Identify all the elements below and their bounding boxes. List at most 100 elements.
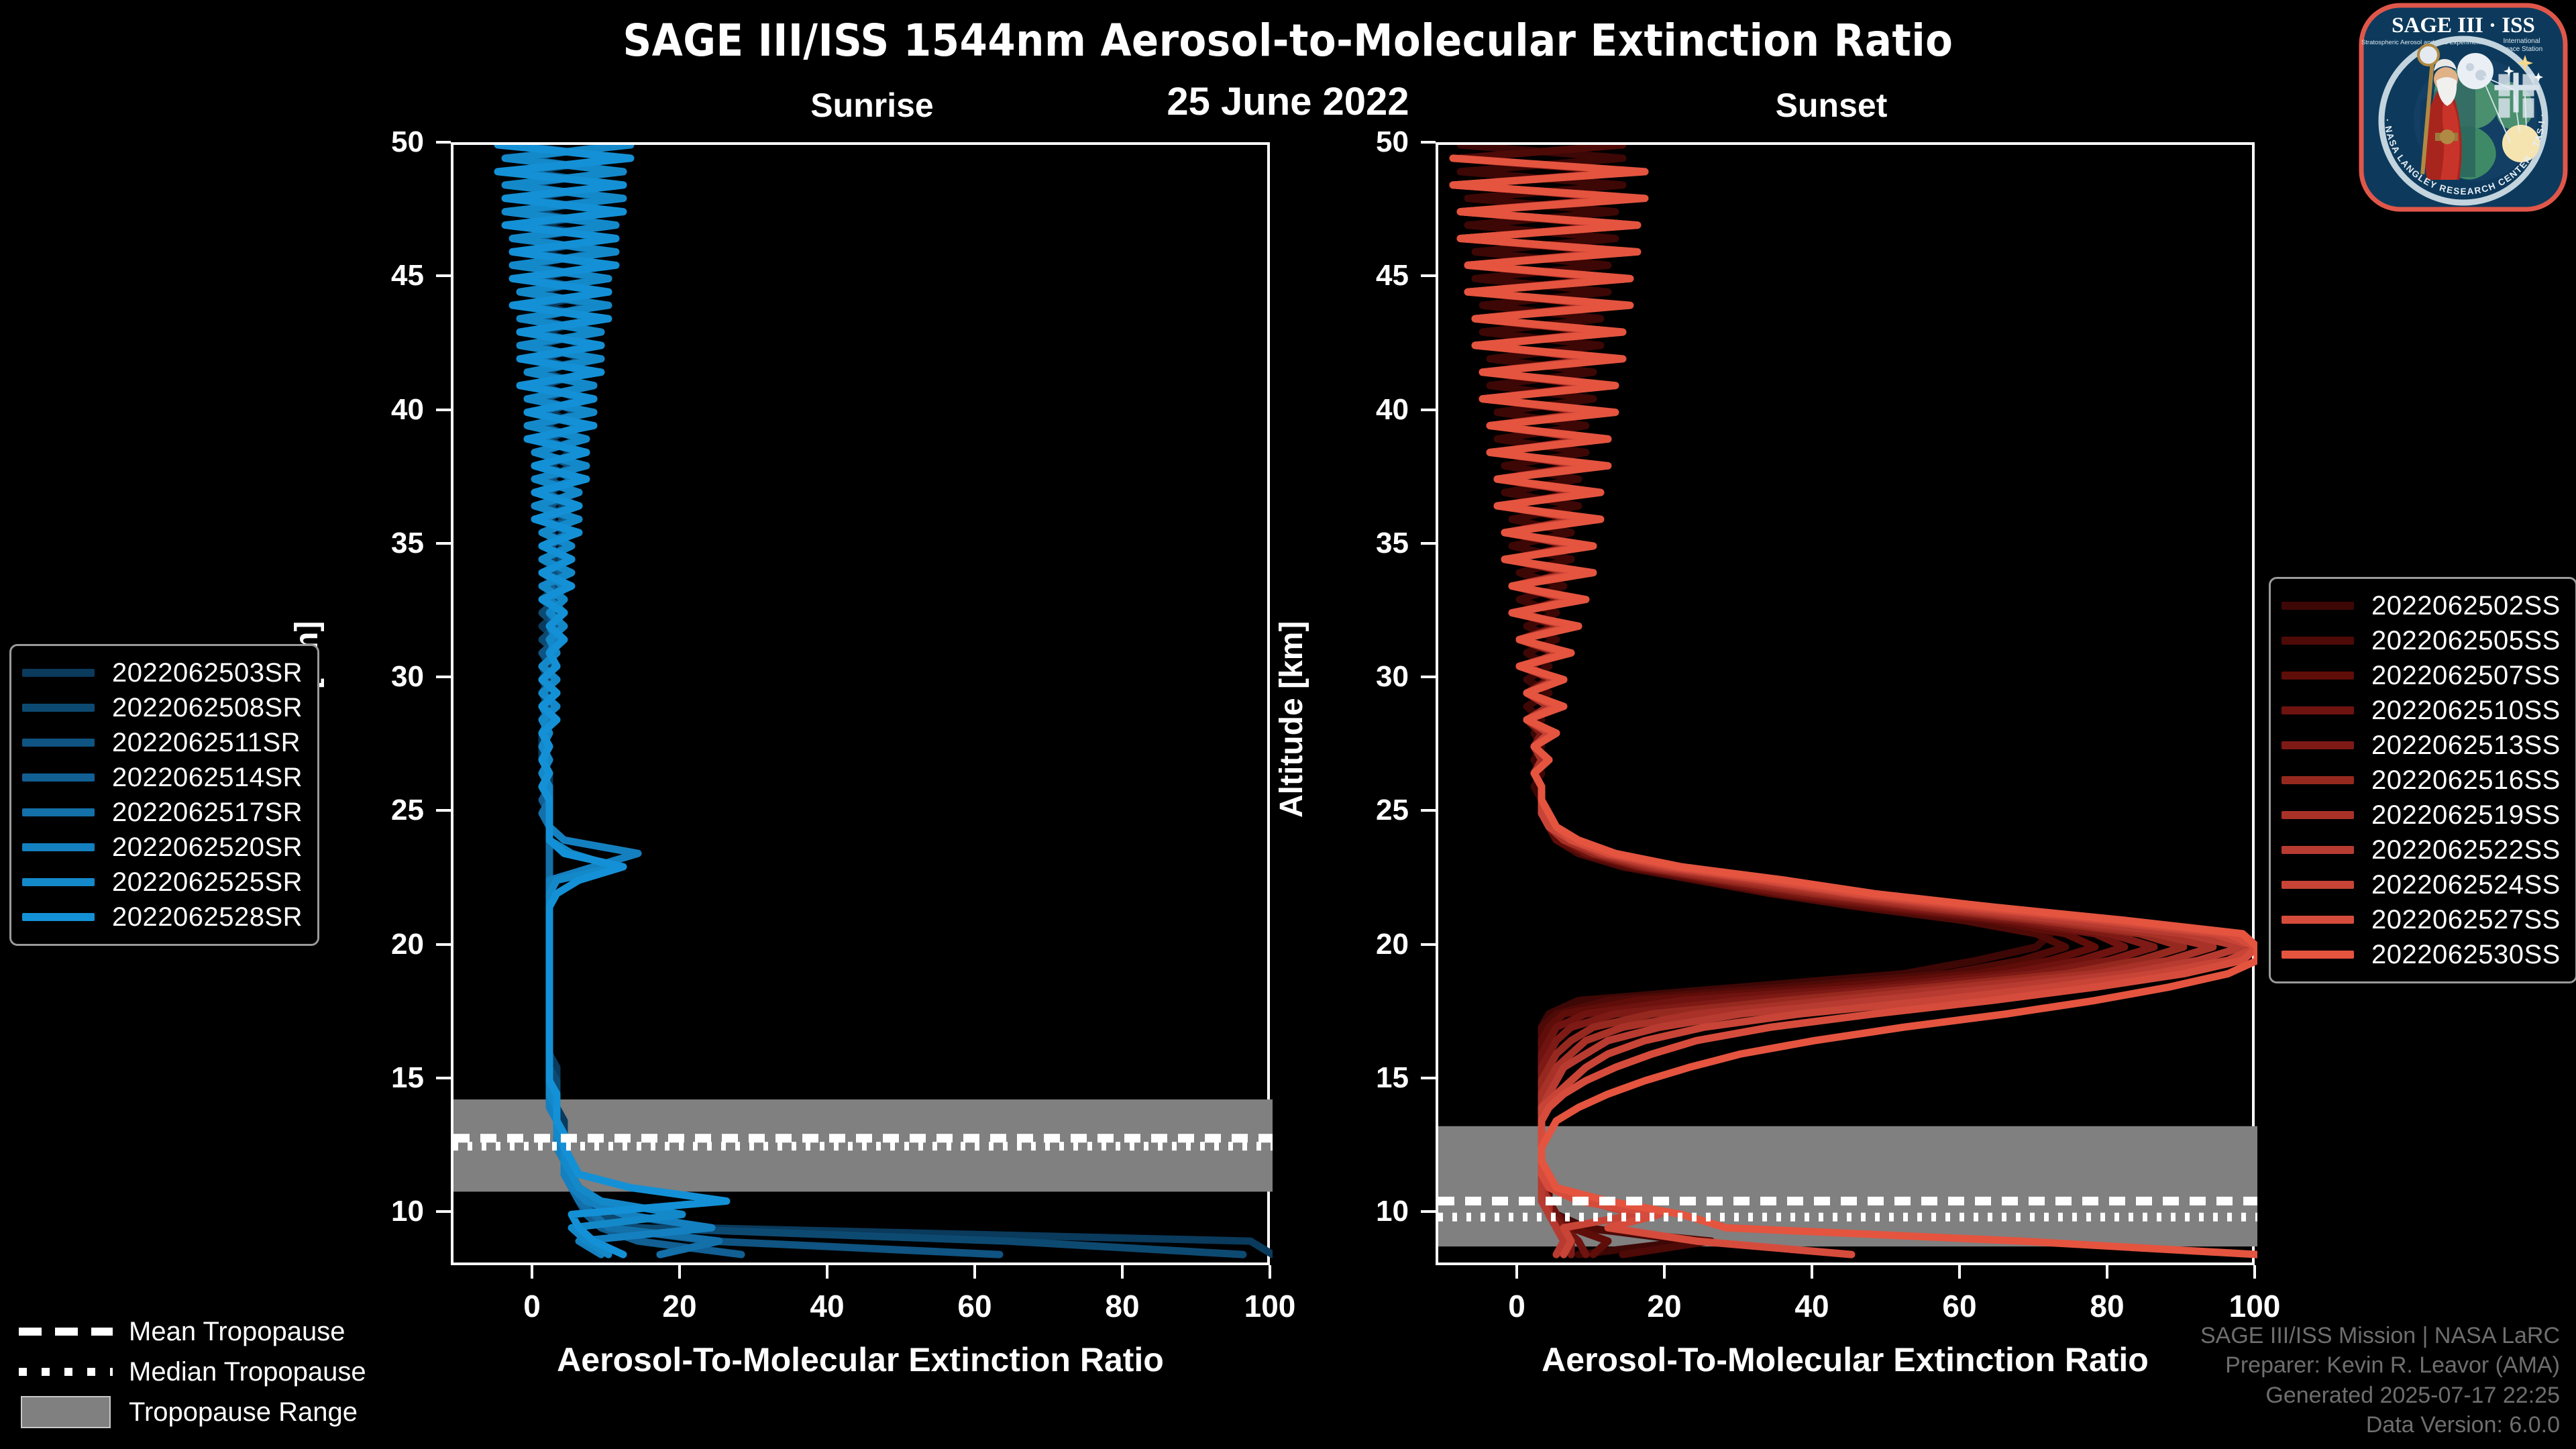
y-tick-label-10: 10 bbox=[1376, 1195, 1409, 1228]
legend-item-2022062525SR[interactable]: 2022062525SR bbox=[22, 865, 303, 900]
x-tick-mark bbox=[826, 1265, 828, 1279]
series-legend-sunset[interactable]: 2022062502SS 2022062505SS 2022062507SS 2022… bbox=[2269, 577, 2576, 983]
x-tick-label-100: 100 bbox=[2229, 1289, 2281, 1324]
y-tick-label-30: 30 bbox=[1376, 660, 1409, 694]
tropopause-range-swatch-icon bbox=[19, 1396, 113, 1428]
legend-item-label: 2022062525SR bbox=[112, 867, 303, 897]
legend-color-swatch-icon bbox=[2282, 637, 2354, 645]
legend-item-2022062524SS[interactable]: 2022062524SS bbox=[2282, 867, 2561, 902]
y-tick-label-15: 15 bbox=[391, 1061, 424, 1094]
legend-color-swatch-icon bbox=[2282, 951, 2354, 959]
y-tick-mark bbox=[1421, 809, 1436, 812]
legend-item-label: 2022062505SS bbox=[2371, 625, 2561, 655]
legend-color-swatch-icon bbox=[22, 704, 95, 712]
legend-item-label: 2022062517SR bbox=[112, 797, 303, 827]
y-tick-label-50: 50 bbox=[1376, 125, 1409, 158]
sunset-panel-title: Sunset bbox=[1775, 87, 1888, 124]
x-tick-label-0: 0 bbox=[1508, 1289, 1525, 1324]
x-tick-mark bbox=[1811, 1265, 1813, 1279]
legend-item-2022062510SS[interactable]: 2022062510SS bbox=[2282, 693, 2561, 728]
y-tick-mark bbox=[1421, 1077, 1436, 1079]
y-tick-label-25: 25 bbox=[1376, 794, 1409, 827]
legend-color-swatch-icon bbox=[2282, 672, 2354, 680]
plot-area-sunrise bbox=[451, 142, 1273, 1265]
legend-item-2022062508SR[interactable]: 2022062508SR bbox=[22, 690, 303, 725]
x-tick-label-0: 0 bbox=[523, 1289, 541, 1324]
legend-item-2022062522SS[interactable]: 2022062522SS bbox=[2282, 833, 2561, 867]
y-tick-mark bbox=[436, 809, 451, 812]
legend-item-2022062503SR[interactable]: 2022062503SR bbox=[22, 655, 303, 690]
legend-item-label: 2022062516SS bbox=[2371, 765, 2561, 795]
x-tick-mark bbox=[1663, 1265, 1666, 1279]
x-tick-mark bbox=[1958, 1265, 1961, 1279]
series-legend-sunrise[interactable]: 2022062503SR 2022062508SR 2022062511SR 2022… bbox=[9, 644, 320, 946]
x-tick-label-20: 20 bbox=[662, 1289, 697, 1324]
x-tick-label-60: 60 bbox=[957, 1289, 992, 1324]
legend-color-swatch-icon bbox=[22, 843, 95, 851]
x-tick-label-20: 20 bbox=[1647, 1289, 1682, 1324]
legend-item-label: 2022062530SS bbox=[2371, 939, 2561, 969]
legend-item-2022062513SS[interactable]: 2022062513SS bbox=[2282, 728, 2561, 763]
profile-line-2022062528SR bbox=[494, 145, 731, 1258]
legend-color-swatch-icon bbox=[22, 878, 95, 886]
x-tick-label-80: 80 bbox=[2090, 1289, 2125, 1324]
legend-item-2022062520SR[interactable]: 2022062520SR bbox=[22, 830, 303, 865]
x-tick-mark bbox=[678, 1265, 681, 1279]
legend-item-2022062502SS[interactable]: 2022062502SS bbox=[2282, 588, 2561, 623]
x-tick-mark bbox=[1515, 1265, 1518, 1279]
sunrise-panel-title: Sunrise bbox=[810, 87, 934, 124]
y-tick-mark bbox=[436, 1077, 451, 1079]
profile-lines-sunset bbox=[1438, 145, 2257, 1258]
y-tick-mark bbox=[1421, 1210, 1436, 1214]
legend-color-swatch-icon bbox=[22, 808, 95, 816]
y-tick-mark bbox=[1421, 676, 1436, 679]
median-tropopause-label: Median Tropopause bbox=[129, 1356, 366, 1387]
page-title: SAGE III/ISS 1544nm Aerosol-to-Molecular… bbox=[623, 15, 1953, 66]
y-tick-mark bbox=[1421, 943, 1436, 946]
legend-item-label: 2022062524SS bbox=[2371, 869, 2561, 900]
x-tick-mark bbox=[2106, 1265, 2108, 1279]
legend-item-2022062519SS[interactable]: 2022062519SS bbox=[2282, 798, 2561, 833]
y-tick-label-35: 35 bbox=[1376, 526, 1409, 559]
legend-item-2022062516SS[interactable]: 2022062516SS bbox=[2282, 763, 2561, 798]
legend-item-label: 2022062503SR bbox=[112, 657, 303, 688]
y-tick-mark bbox=[436, 541, 451, 545]
legend-color-swatch-icon bbox=[2282, 741, 2354, 749]
credit-line-data-version: Data Version: 6.0.0 bbox=[2365, 1411, 2560, 1438]
y-tick-mark bbox=[436, 943, 451, 946]
y-tick-mark bbox=[1421, 541, 1436, 545]
legend-item-2022062517SR[interactable]: 2022062517SR bbox=[22, 795, 303, 830]
legend-item-2022062511SR[interactable]: 2022062511SR bbox=[22, 725, 303, 760]
legend-item-label: 2022062513SS bbox=[2371, 730, 2561, 760]
legend-item-label: 2022062519SS bbox=[2371, 800, 2561, 830]
legend-row-tropopause-range: Tropopause Range bbox=[19, 1392, 366, 1432]
patch-sightlines-icon bbox=[2483, 76, 2527, 143]
y-tick-mark bbox=[436, 274, 451, 278]
y-tick-label-15: 15 bbox=[1376, 1061, 1409, 1094]
legend-item-2022062528SR[interactable]: 2022062528SR bbox=[22, 900, 303, 934]
legend-color-swatch-icon bbox=[2282, 602, 2354, 610]
legend-color-swatch-icon bbox=[2282, 706, 2354, 714]
legend-color-swatch-icon bbox=[22, 773, 95, 782]
y-axis-title-sunset: Altitude [km] bbox=[1274, 621, 1309, 818]
y-tick-label-50: 50 bbox=[391, 125, 424, 158]
y-tick-label-45: 45 bbox=[391, 259, 424, 292]
credit-line-preparer: Preparer: Kevin R. Leavor (AMA) bbox=[2225, 1352, 2560, 1379]
legend-item-2022062527SS[interactable]: 2022062527SS bbox=[2282, 902, 2561, 937]
patch-sun-icon bbox=[2502, 125, 2540, 162]
plot-area-sunset bbox=[1436, 142, 2257, 1265]
legend-item-2022062505SS[interactable]: 2022062505SS bbox=[2282, 623, 2561, 658]
y-tick-mark bbox=[1421, 141, 1436, 144]
legend-item-2022062514SR[interactable]: 2022062514SR bbox=[22, 760, 303, 795]
legend-item-2022062507SS[interactable]: 2022062507SS bbox=[2282, 658, 2561, 693]
x-tick-mark bbox=[1269, 1265, 1271, 1279]
y-tick-label-45: 45 bbox=[1376, 259, 1409, 292]
legend-item-2022062530SS[interactable]: 2022062530SS bbox=[2282, 937, 2561, 972]
legend-item-label: 2022062527SS bbox=[2371, 904, 2561, 934]
x-tick-label-100: 100 bbox=[1244, 1289, 1296, 1324]
legend-color-swatch-icon bbox=[2282, 916, 2354, 924]
patch-moon-icon bbox=[2457, 53, 2493, 89]
legend-item-label: 2022062507SS bbox=[2371, 660, 2561, 690]
